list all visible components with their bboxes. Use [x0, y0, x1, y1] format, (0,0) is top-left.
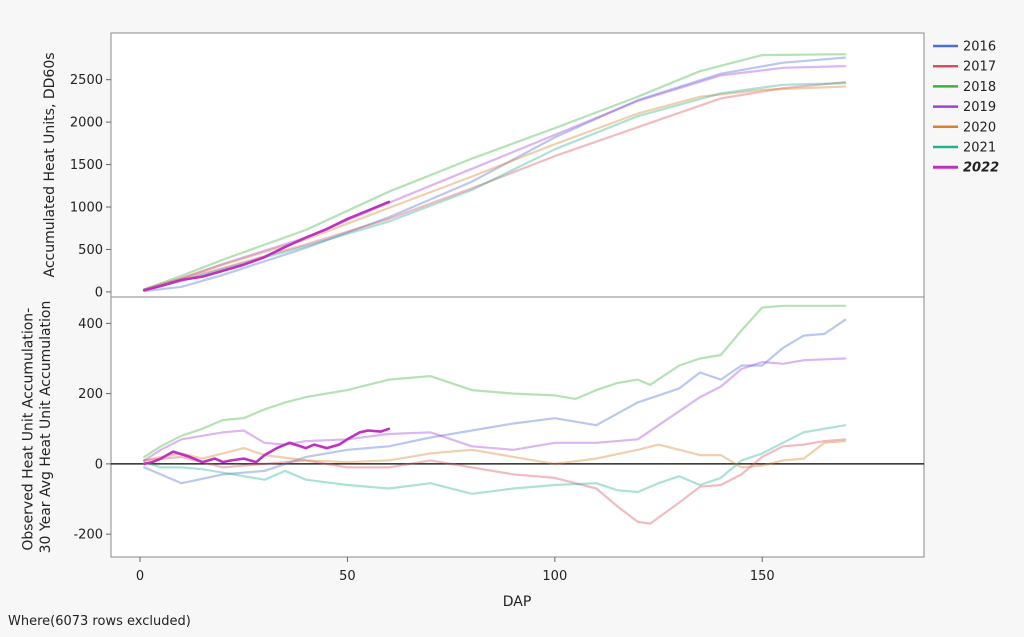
x-tick-label: 0: [136, 569, 144, 584]
top-y-tick-label: 2500: [70, 73, 103, 88]
legend-item-2017[interactable]: 2017: [933, 60, 996, 75]
x-tick-label: 150: [750, 569, 775, 584]
top-series-line-2021: [143, 81, 847, 292]
bottom-series-line-2021: [143, 424, 847, 495]
top-y-tick-label: 500: [78, 243, 103, 258]
top-y-tick-label: 1500: [70, 158, 103, 173]
bottom-y-tick-label: 0: [95, 457, 103, 472]
bottom-y-tick-label: 200: [78, 387, 103, 402]
legend-label: 2020: [963, 120, 996, 135]
top-y-ticks: 0 500 1000 1500 2000 2500: [70, 73, 111, 300]
top-y-tick-label: 0: [95, 285, 103, 300]
top-y-axis-label: Accumulated Heat Units, DD60s: [42, 52, 58, 277]
top-plot-frame: [110, 32, 925, 298]
bottom-y-ticks: -200 0 200 400: [73, 317, 111, 543]
x-tick-label: 50: [339, 569, 356, 584]
x-tick-label: 100: [542, 569, 567, 584]
legend-item-2016[interactable]: 2016: [933, 40, 996, 55]
legend-item-2018[interactable]: 2018: [933, 80, 996, 95]
bottom-series-line-2018: [143, 304, 847, 458]
top-panel: 0 500 1000 1500 2000 2500 Accumulated Heat Un…: [42, 32, 925, 300]
top-series-line-2016: [143, 56, 847, 293]
bottom-plot-frame: [110, 296, 925, 558]
legend-label: 2017: [963, 60, 996, 75]
bottom-y-tick-label: 400: [78, 317, 103, 332]
legend-item-2020[interactable]: 2020: [933, 120, 996, 135]
bottom-y-axis-label-line1: Observed Heat Unit Accumulation-: [21, 308, 37, 551]
bottom-panel: -200 0 200 400 Observed Heat Unit Accumulat…: [21, 296, 925, 558]
top-series-line-2018: [143, 53, 847, 291]
legend: 2016 2017 2018 2019 2020 2021 2022: [933, 40, 999, 176]
top-series-line-2022: [142, 200, 391, 292]
top-series-line-2017: [143, 81, 847, 292]
bottom-series-lines: [142, 304, 847, 525]
top-y-tick-label: 2000: [70, 116, 103, 131]
top-y-tick-label: 1000: [70, 201, 103, 216]
legend-item-2021[interactable]: 2021: [933, 141, 996, 156]
bottom-y-axis-label-line2: 30 Year Avg Heat Unit Accumulation: [38, 301, 54, 554]
x-axis-label: DAP: [503, 594, 532, 610]
x-axis-ticks: 0 50 100 150: [136, 557, 775, 584]
top-series-line-2020: [143, 85, 847, 291]
legend-item-2019[interactable]: 2019: [933, 100, 996, 115]
bottom-series-line-2019: [143, 357, 847, 462]
legend-label: 2018: [963, 80, 996, 95]
top-series-lines: [142, 53, 847, 293]
bottom-series-line-2016: [143, 318, 847, 485]
legend-item-2022[interactable]: 2022: [933, 161, 999, 176]
bottom-series-line-2020: [143, 440, 847, 469]
bottom-series-line-2017: [143, 438, 847, 525]
bottom-y-axis-label: Observed Heat Unit Accumulation- 30 Year…: [21, 301, 55, 554]
legend-label: 2021: [963, 141, 996, 156]
top-series-line-2019: [143, 64, 847, 291]
legend-label: 2022: [963, 161, 999, 176]
bottom-series-line-2022: [142, 427, 391, 466]
bottom-y-tick-label: -200: [73, 528, 103, 543]
footer-note: Where(6073 rows excluded): [8, 614, 191, 629]
legend-label: 2016: [963, 40, 996, 55]
legend-label: 2019: [963, 100, 996, 115]
